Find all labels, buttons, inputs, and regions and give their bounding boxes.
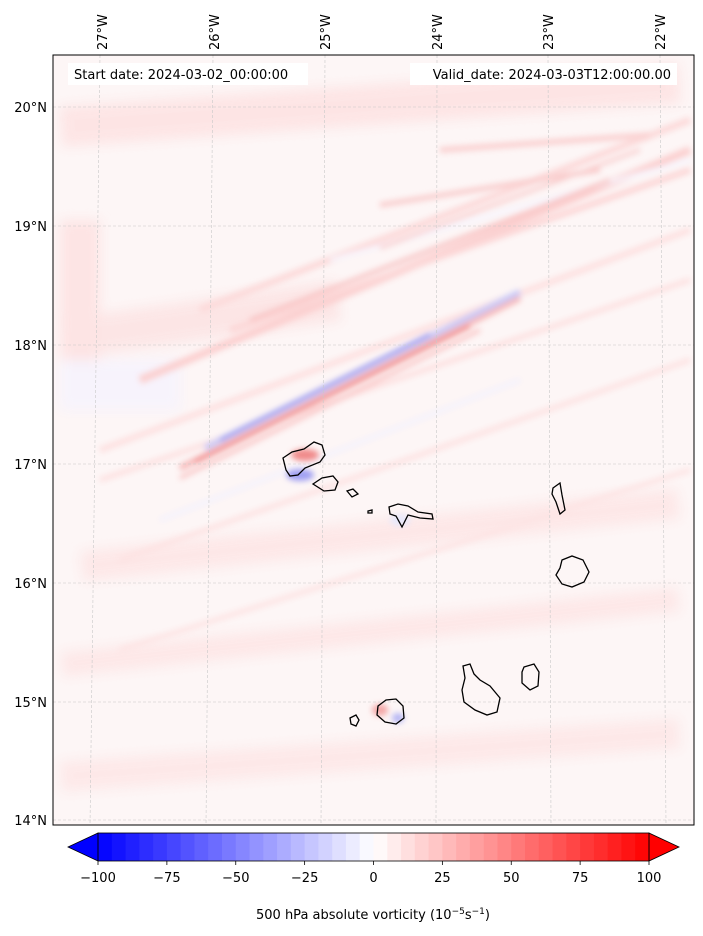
start-date-box: [68, 63, 308, 85]
lat-label-18n: 18°N: [14, 339, 47, 354]
colorbar-segment: [332, 833, 347, 861]
colorbar-segment: [318, 833, 333, 861]
lon-label-27w: 27°W: [96, 14, 111, 50]
island-fogo: [376, 698, 405, 725]
colorbar-segment: [208, 833, 223, 861]
lon-label-22w: 22°W: [654, 14, 669, 50]
colorbar-min-extension: [67, 832, 99, 862]
map-panel: Start date: 2024-03-02_00:00:00 Valid_da…: [53, 55, 694, 825]
colorbar-segment: [387, 833, 402, 861]
lat-label-16n: 16°N: [14, 577, 47, 592]
latitude-labels: 20°N 19°N 18°N 17°N 16°N 15°N 14°N: [14, 101, 47, 829]
colorbar-segment: [607, 833, 622, 861]
island-sao-nicolau: [388, 503, 434, 529]
colorbar-segment: [483, 833, 498, 861]
colorbar-max-extension: [648, 832, 680, 862]
map-background: [53, 55, 694, 825]
colorbar-segment: [166, 833, 182, 861]
colorbar-segment: [497, 833, 512, 861]
valid-date-label: Valid_date: 2024-03-03T12:00:00.00: [433, 68, 671, 83]
island-sal: [551, 481, 566, 516]
colorbar-segment: [525, 833, 540, 861]
colorbar-segment: [111, 833, 127, 861]
colorbar-segment: [277, 833, 292, 861]
colorbar-segment: [373, 833, 388, 861]
colorbar-segment: [98, 833, 113, 861]
colorbar-tick-label: 100: [637, 871, 662, 886]
info-boxes: Start date: 2024-03-02_00:00:00 Valid_da…: [68, 63, 677, 85]
colorbar-tick-label: 50: [503, 871, 520, 886]
colorbar-segment: [345, 833, 361, 861]
colorbar-segment: [456, 833, 471, 861]
colorbar-segment: [125, 833, 140, 861]
lat-label-14n: 14°N: [14, 814, 47, 829]
colorbar-segment: [621, 833, 636, 861]
colorbar-segment: [359, 833, 375, 861]
graticule: [53, 55, 694, 825]
colorbar-segment: [235, 833, 251, 861]
lat-label-15n: 15°N: [14, 696, 47, 711]
colorbar: −100 −75 −50 −25 0 25 50 75 100 500 hPa absolute…: [67, 832, 680, 923]
island-santiago: [461, 663, 501, 716]
colorbar-segment: [566, 833, 581, 861]
colorbar-segment: [538, 833, 554, 861]
lat-label-20n: 20°N: [14, 101, 47, 116]
colorbar-ticks: −100 −75 −50 −25 0 25 50 75 100: [80, 861, 661, 886]
colorbar-segment: [428, 833, 443, 861]
lat-label-19n: 19°N: [14, 220, 47, 235]
lon-label-25w: 25°W: [319, 14, 334, 50]
colorbar-segment: [401, 833, 416, 861]
lon-label-23w: 23°W: [542, 14, 557, 50]
colorbar-segment: [635, 833, 650, 861]
island-raso: [367, 509, 373, 514]
colorbar-segment: [511, 833, 526, 861]
valid-date-box: [410, 63, 677, 85]
colorbar-segment: [593, 833, 609, 861]
colorbar-segment: [180, 833, 195, 861]
map-frame: [52, 54, 695, 826]
colorbar-segment: [153, 833, 168, 861]
colorbar-segments: [98, 833, 650, 861]
colorbar-segment: [139, 833, 154, 861]
island-brava: [349, 714, 360, 727]
colorbar-tick-label: 25: [434, 871, 451, 886]
colorbar-tick-label: 0: [369, 871, 377, 886]
lat-label-17n: 17°N: [14, 458, 47, 473]
start-date-label: Start date: 2024-03-02_00:00:00: [74, 68, 288, 83]
colorbar-segment: [414, 833, 430, 861]
colorbar-segment: [552, 833, 567, 861]
colorbar-tick-label: −100: [80, 871, 116, 886]
lon-label-26w: 26°W: [208, 14, 223, 50]
colorbar-segment: [304, 833, 319, 861]
colorbar-segment: [290, 833, 306, 861]
colorbar-segment: [249, 833, 264, 861]
colorbar-tick-label: 75: [572, 871, 589, 886]
vorticity-field: [58, 63, 692, 792]
colorbar-title: 500 hPa absolute vorticity (10−5s−1): [256, 907, 490, 923]
island-santa-luzia: [345, 488, 360, 498]
colorbar-segment: [469, 833, 485, 861]
longitude-labels: 27°W 26°W 25°W 24°W 23°W 22°W: [96, 14, 669, 50]
island-sao-vicente: [311, 475, 339, 492]
island-maio: [521, 663, 540, 691]
island-santo-antao: [282, 441, 326, 477]
colorbar-segment: [221, 833, 237, 861]
island-boa-vista: [555, 555, 590, 588]
colorbar-segment: [194, 833, 209, 861]
colorbar-tick-label: −50: [222, 871, 249, 886]
coastlines: [282, 441, 590, 727]
colorbar-segment: [580, 833, 595, 861]
colorbar-segment: [442, 833, 457, 861]
colorbar-tick-label: −25: [291, 871, 318, 886]
colorbar-segment: [263, 833, 278, 861]
lon-label-24w: 24°W: [431, 14, 446, 50]
colorbar-tick-label: −75: [153, 871, 180, 886]
